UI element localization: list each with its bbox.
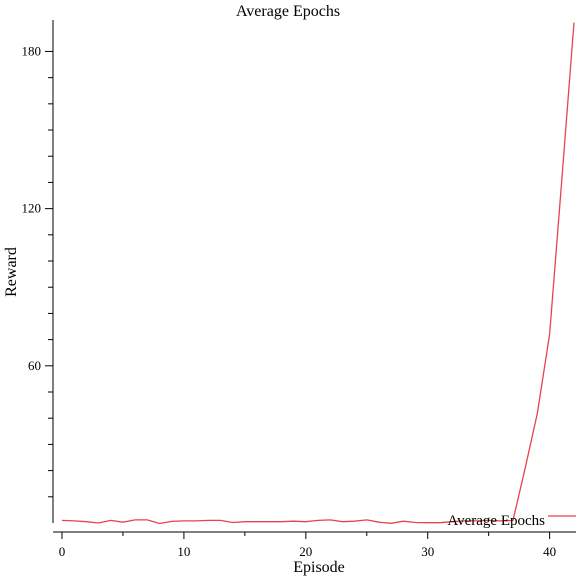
x-ticks: 0 10 20 30 40 (59, 532, 556, 559)
y-tick-label: 120 (22, 201, 42, 216)
y-tick-label: 60 (28, 358, 41, 373)
x-axis-label: Episode (293, 559, 345, 576)
chart-title: Average Epochs (236, 3, 340, 20)
x-tick-label: 20 (299, 544, 312, 559)
x-tick-label: 30 (421, 544, 434, 559)
y-tick-label: 180 (22, 43, 42, 58)
x-tick-label: 40 (543, 544, 556, 559)
x-tick-label: 10 (177, 544, 190, 559)
y-ticks: 60 120 180 (22, 43, 53, 498)
legend: Average Epochs (447, 513, 576, 529)
y-axis-label: Reward (3, 247, 20, 297)
series-line-0 (61, 22, 575, 525)
legend-label: Average Epochs (447, 513, 545, 529)
x-tick-label: 0 (59, 544, 66, 559)
series-group (61, 22, 575, 525)
